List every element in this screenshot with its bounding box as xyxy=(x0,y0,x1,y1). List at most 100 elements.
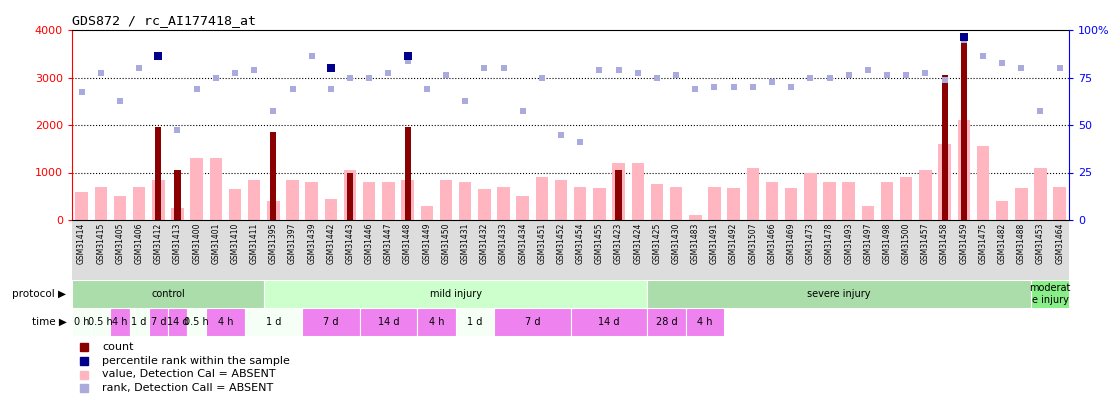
Bar xyxy=(267,201,279,220)
Bar xyxy=(155,128,162,220)
Text: 28 d: 28 d xyxy=(656,317,677,327)
Text: GSM31434: GSM31434 xyxy=(519,223,527,264)
Text: GSM31443: GSM31443 xyxy=(346,223,355,264)
Bar xyxy=(942,75,947,220)
Bar xyxy=(111,308,130,336)
Bar xyxy=(571,308,647,336)
Text: GSM31459: GSM31459 xyxy=(960,223,968,264)
Text: GSM31406: GSM31406 xyxy=(135,223,144,264)
Bar xyxy=(900,177,913,220)
Text: 1 d: 1 d xyxy=(468,317,482,327)
Text: GSM31415: GSM31415 xyxy=(96,223,105,264)
Text: GSM31447: GSM31447 xyxy=(384,223,393,264)
Bar xyxy=(976,146,989,220)
Bar xyxy=(784,188,798,220)
Text: GSM31464: GSM31464 xyxy=(1055,223,1064,264)
Text: GSM31433: GSM31433 xyxy=(499,223,507,264)
Text: GSM31412: GSM31412 xyxy=(154,223,163,264)
Text: 4 h: 4 h xyxy=(217,317,233,327)
Bar xyxy=(421,206,433,220)
Bar xyxy=(418,308,455,336)
Text: GSM31453: GSM31453 xyxy=(1036,223,1045,264)
Bar xyxy=(206,308,245,336)
Text: GSM31469: GSM31469 xyxy=(787,223,796,264)
Text: GSM31455: GSM31455 xyxy=(595,223,604,264)
Text: GSM31482: GSM31482 xyxy=(997,223,1006,264)
Text: GSM31457: GSM31457 xyxy=(921,223,930,264)
Text: GSM31451: GSM31451 xyxy=(537,223,546,264)
Text: 0.5 h: 0.5 h xyxy=(184,317,209,327)
Bar xyxy=(152,180,165,220)
Bar xyxy=(1034,168,1047,220)
Bar xyxy=(187,308,206,336)
Text: GSM31507: GSM31507 xyxy=(748,223,757,264)
Bar xyxy=(130,308,148,336)
Text: GSM31466: GSM31466 xyxy=(768,223,777,264)
Text: GSM31446: GSM31446 xyxy=(365,223,373,264)
Bar xyxy=(347,173,353,220)
Text: GSM31395: GSM31395 xyxy=(269,223,278,264)
Bar xyxy=(647,280,1030,308)
Text: GSM31439: GSM31439 xyxy=(307,223,316,264)
Text: GSM31414: GSM31414 xyxy=(78,223,86,264)
Bar xyxy=(94,187,107,220)
Text: GSM31400: GSM31400 xyxy=(192,223,202,264)
Text: GSM31458: GSM31458 xyxy=(940,223,950,264)
Bar xyxy=(191,158,203,220)
Bar xyxy=(248,180,260,220)
Bar xyxy=(1015,188,1027,220)
Bar xyxy=(708,187,720,220)
Text: GSM31448: GSM31448 xyxy=(403,223,412,264)
Bar xyxy=(382,182,394,220)
Bar xyxy=(455,308,494,336)
Text: GSM31401: GSM31401 xyxy=(212,223,220,264)
Bar xyxy=(670,187,683,220)
Text: GSM31430: GSM31430 xyxy=(671,223,680,264)
Bar xyxy=(478,189,491,220)
Text: control: control xyxy=(151,289,185,299)
Text: GSM31475: GSM31475 xyxy=(978,223,987,264)
Text: GSM31454: GSM31454 xyxy=(576,223,585,264)
Bar xyxy=(938,144,951,220)
Bar xyxy=(363,182,376,220)
Text: moderat
e injury: moderat e injury xyxy=(1029,283,1070,305)
Bar xyxy=(286,180,299,220)
Text: mild injury: mild injury xyxy=(430,289,482,299)
Text: 7 d: 7 d xyxy=(524,317,540,327)
Text: GSM31413: GSM31413 xyxy=(173,223,182,264)
Bar xyxy=(957,120,970,220)
Text: GSM31431: GSM31431 xyxy=(461,223,470,264)
Text: GSM31425: GSM31425 xyxy=(653,223,661,264)
Bar xyxy=(91,308,111,336)
Bar xyxy=(647,308,686,336)
Bar xyxy=(862,206,874,220)
Text: GSM31483: GSM31483 xyxy=(690,223,700,264)
Text: GSM31478: GSM31478 xyxy=(825,223,834,264)
Text: GSM31498: GSM31498 xyxy=(883,223,892,264)
Bar xyxy=(766,182,778,220)
Text: 7 d: 7 d xyxy=(151,317,166,327)
Bar xyxy=(114,196,126,220)
Bar xyxy=(1030,280,1069,308)
Text: 7 d: 7 d xyxy=(324,317,339,327)
Text: GSM31410: GSM31410 xyxy=(230,223,239,264)
Text: GSM31424: GSM31424 xyxy=(634,223,643,264)
Bar xyxy=(881,182,893,220)
Text: 4 h: 4 h xyxy=(429,317,444,327)
Text: GSM31442: GSM31442 xyxy=(327,223,336,264)
Bar xyxy=(555,180,567,220)
Bar xyxy=(148,308,168,336)
Bar xyxy=(574,187,586,220)
Bar xyxy=(245,308,302,336)
Bar xyxy=(727,188,740,220)
Bar xyxy=(404,128,411,220)
Text: rank, Detection Call = ABSENT: rank, Detection Call = ABSENT xyxy=(102,383,274,393)
Bar xyxy=(264,280,647,308)
Text: GSM31397: GSM31397 xyxy=(288,223,297,264)
Bar xyxy=(228,189,242,220)
Bar xyxy=(270,132,276,220)
Bar xyxy=(616,170,622,220)
Bar xyxy=(306,182,318,220)
Text: GSM31452: GSM31452 xyxy=(556,223,565,264)
Text: count: count xyxy=(102,342,133,352)
